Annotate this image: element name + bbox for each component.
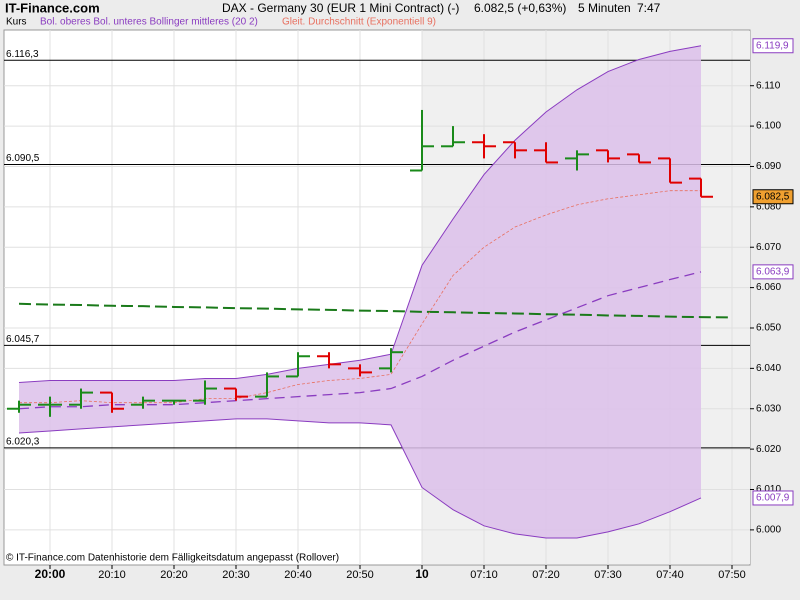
x-tick-label: 20:40	[284, 569, 312, 581]
last-value-box	[752, 38, 794, 54]
site-name: IT-Finance.com	[5, 0, 100, 15]
legend-bollinger: Bol. oberes Bol. unteres Bollinger mittl…	[40, 17, 258, 28]
last-value-label: 6.007,9	[756, 493, 790, 504]
chart-title: DAX - Germany 30 (EUR 1 Mini Contract) (…	[222, 1, 459, 15]
x-tick-label: 20:00	[35, 567, 66, 581]
level-label: 6.116,3	[6, 49, 39, 60]
x-tick-label: 07:20	[532, 569, 560, 581]
last-value-box	[752, 490, 794, 506]
last-value-label: 6.119,9	[756, 40, 789, 51]
last-value-label: 6.063,9	[756, 267, 790, 278]
x-tick-label: 07:40	[656, 569, 684, 581]
y-tick-label: 6.000	[756, 525, 781, 536]
x-tick-label: 20:50	[346, 569, 374, 581]
y-tick-label: 6.010	[756, 484, 781, 495]
x-tick-label: 20:30	[222, 569, 250, 581]
x-tick-label: 20:20	[160, 569, 188, 581]
y-tick-label: 6.040	[756, 363, 781, 374]
last-value-label: 6.082,5	[756, 191, 790, 202]
bollinger-upper	[18, 45, 702, 383]
y-tick-label: 6.020	[756, 444, 781, 455]
ema-line	[19, 190, 701, 404]
y-tick-label: 6.060	[756, 282, 781, 293]
y-tick-label: 6.110	[756, 80, 781, 91]
footer: © IT-Finance.com Datenhistorie dem Fälli…	[6, 553, 339, 564]
level-label: 6.090,5	[6, 153, 40, 164]
y-tick-label: 6.100	[756, 121, 781, 132]
bollinger-fill	[19, 45, 701, 538]
level-label: 6.020,3	[6, 437, 40, 448]
legend-price: Kurs	[6, 17, 27, 28]
interval: 5 Minuten	[578, 1, 631, 15]
y-tick-label: 6.090	[756, 161, 781, 172]
legend-ema: Gleit. Durchschnitt (Exponentiell 9)	[282, 17, 436, 28]
x-tick-label: 07:50	[718, 569, 746, 581]
x-tick-label: 20:10	[98, 569, 126, 581]
level-label: 6.045,7	[6, 334, 40, 345]
bollinger-lower	[18, 418, 702, 539]
x-tick-label: 07:10	[470, 569, 498, 581]
y-tick-label: 6.070	[756, 242, 781, 253]
time: 7:47	[637, 1, 661, 15]
plot: 6.116,3 6.090,5 6.045,7 6.020,3	[4, 30, 754, 565]
price-info: 6.082,5 (+0,63%)	[474, 1, 566, 15]
y-tick-label: 6.080	[756, 201, 781, 212]
y-tick-label: 6.030	[756, 403, 781, 414]
last-value-box	[752, 264, 794, 280]
x-tick-label: 07:30	[594, 569, 622, 581]
y-tick-label: 6.050	[756, 323, 781, 334]
last-value-box	[752, 189, 794, 205]
x-tick-label: 10	[415, 567, 429, 581]
